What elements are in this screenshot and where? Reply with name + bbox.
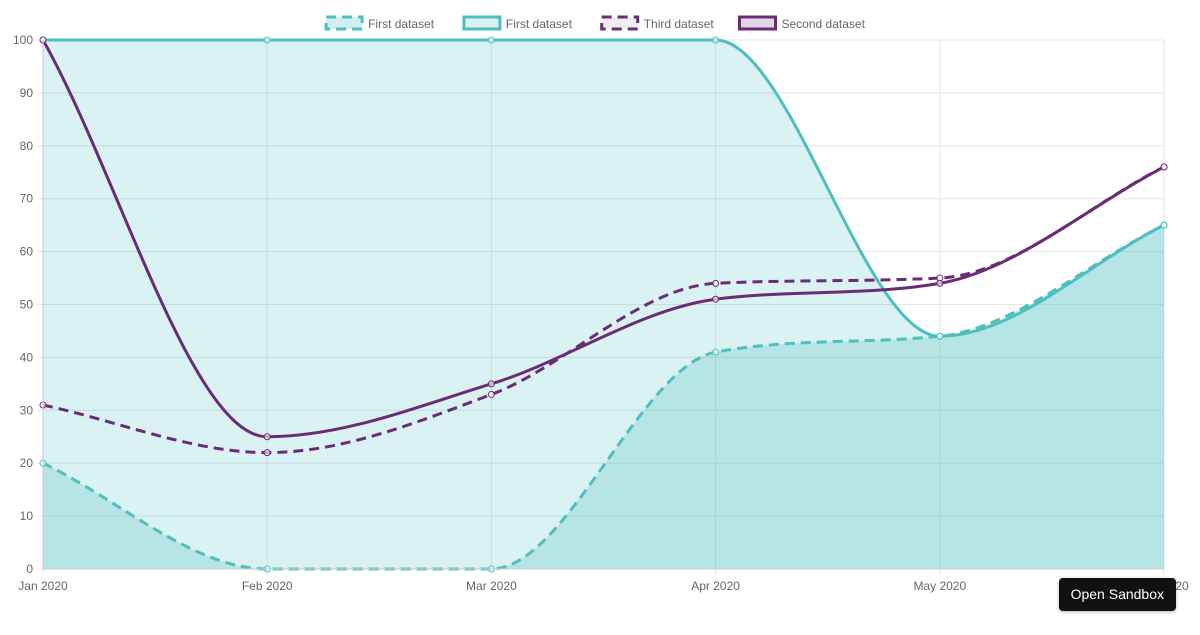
- legend-label: First dataset: [506, 17, 573, 31]
- series-3-point[interactable]: [712, 279, 720, 287]
- x-tick-label: Apr 2020: [691, 579, 740, 593]
- series-1-line: [42, 223, 1165, 571]
- y-tick-label: 80: [20, 139, 34, 153]
- x-tick-label: Jan 2020: [18, 579, 68, 593]
- series-3-point[interactable]: [487, 390, 495, 398]
- legend-swatch: [738, 15, 777, 31]
- legend-item[interactable]: Second dataset: [738, 15, 866, 31]
- series-2-point[interactable]: [712, 36, 720, 44]
- series-4-point[interactable]: [936, 279, 944, 287]
- series-4-point[interactable]: [712, 295, 720, 303]
- legend-label: First dataset: [368, 17, 435, 31]
- legend-swatch: [462, 15, 502, 31]
- y-tick-label: 70: [20, 192, 34, 206]
- fill-layer: [43, 40, 1164, 569]
- series-3-point[interactable]: [263, 449, 271, 457]
- series-2-point[interactable]: [487, 36, 495, 44]
- legend: First dataset First dataset Third dataset S…: [324, 15, 866, 31]
- x-tick-label: May 2020: [913, 579, 966, 593]
- line-layer: [41, 38, 1165, 571]
- series-2-line: [42, 38, 1165, 338]
- y-tick-label: 10: [20, 509, 34, 523]
- series-2-point[interactable]: [1160, 221, 1168, 229]
- legend-item[interactable]: First dataset: [324, 15, 435, 31]
- legend-swatch: [600, 15, 640, 31]
- legend-item[interactable]: Third dataset: [600, 15, 715, 31]
- y-tick-label: 20: [20, 456, 34, 470]
- open-sandbox-button[interactable]: Open Sandbox: [1058, 578, 1176, 611]
- legend-label: Second dataset: [782, 17, 866, 31]
- y-tick-label: 50: [20, 298, 34, 312]
- series-2-point[interactable]: [263, 36, 271, 44]
- y-tick-label: 40: [20, 350, 34, 364]
- series-4-point[interactable]: [263, 433, 271, 441]
- series-3-line: [42, 165, 1165, 455]
- y-tick-label: 60: [20, 245, 34, 259]
- x-tick-label: Mar 2020: [466, 579, 517, 593]
- series-1-point[interactable]: [712, 348, 720, 356]
- series-4-point[interactable]: [1160, 163, 1168, 171]
- legend-label: Third dataset: [644, 17, 715, 31]
- series-1-area: [43, 225, 1164, 569]
- series-4-line: [41, 39, 1165, 439]
- y-tick-label: 90: [20, 86, 34, 100]
- legend-swatch: [324, 15, 364, 31]
- y-tick-label: 100: [13, 33, 33, 47]
- x-tick-label: Feb 2020: [242, 579, 293, 593]
- series-2-area: [43, 40, 1164, 569]
- series-4-point[interactable]: [487, 380, 495, 388]
- y-tick-label: 30: [20, 403, 34, 417]
- legend-item[interactable]: First dataset: [462, 15, 573, 31]
- series-2-point[interactable]: [936, 332, 944, 340]
- y-tick-label: 0: [26, 562, 33, 576]
